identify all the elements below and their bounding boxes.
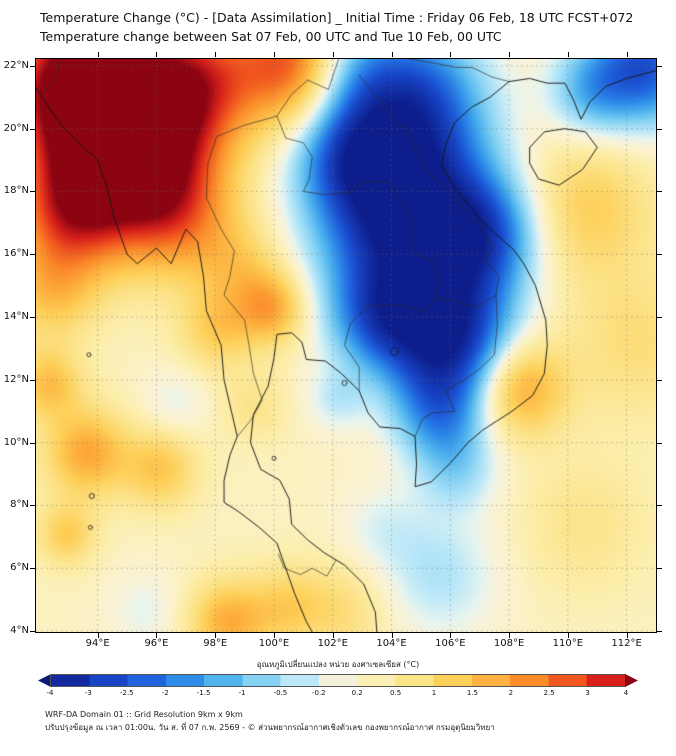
footer-domain-info: WRF-DA Domain 01 :: Grid Resolution 9km …: [45, 710, 243, 719]
tick-mark: [30, 65, 35, 67]
lon-tick-label: 104°E: [376, 638, 407, 649]
tick-mark: [657, 379, 662, 381]
tick-mark: [657, 317, 662, 319]
lat-tick-label: 14°N: [3, 311, 29, 323]
tick-mark: [156, 633, 158, 638]
title-block: Temperature Change (°C) - [Data Assimila…: [40, 8, 633, 46]
tick-mark: [657, 128, 662, 130]
tick-mark: [567, 633, 569, 638]
colorbar-right-arrow: [625, 674, 638, 687]
lat-tick-label: 12°N: [3, 373, 29, 385]
tick-mark: [30, 317, 35, 319]
lat-tick-label: 10°N: [3, 436, 29, 448]
colorbar-tick-label: -3: [84, 689, 92, 697]
lat-tick-label: 16°N: [3, 248, 29, 260]
tick-mark: [626, 52, 628, 57]
tick-mark: [30, 128, 35, 130]
tick-mark: [509, 52, 511, 57]
colorbar-tick-label: 4: [623, 689, 629, 697]
lon-tick-label: 110°E: [552, 638, 584, 649]
map-canvas: [35, 58, 657, 633]
lon-tick-label: 98°E: [203, 638, 228, 649]
tick-mark: [215, 633, 217, 638]
lon-tick-label: 108°E: [493, 638, 525, 649]
lon-tick-label: 106°E: [435, 638, 466, 649]
tick-mark: [567, 52, 569, 57]
lat-tick-label: 8°N: [10, 499, 29, 511]
colorbar-tick-label: -0.5: [273, 689, 288, 697]
colorbar-tick-label: 0.5: [390, 689, 402, 697]
lat-tick-label: 22°N: [3, 59, 29, 71]
colorbar: อุณหภูมิเปลี่ยนแปลง หน่วย องศาเซลเซียส (…: [38, 658, 638, 700]
tick-mark: [30, 191, 35, 193]
tick-mark: [657, 505, 662, 507]
tick-mark: [30, 631, 35, 633]
tick-mark: [30, 442, 35, 444]
tick-mark: [450, 633, 452, 638]
lon-tick-label: 100°E: [258, 638, 290, 649]
lon-tick-label: 94°E: [85, 638, 110, 649]
tick-mark: [391, 52, 393, 57]
tick-mark: [30, 254, 35, 256]
lon-tick-label: 96°E: [144, 638, 169, 649]
colorbar-tick-label: -2: [161, 689, 169, 697]
colorbar-label: อุณหภูมิเปลี่ยนแปลง หน่วย องศาเซลเซียส (…: [256, 660, 420, 669]
tick-mark: [30, 505, 35, 507]
footer-update-info: ปรับปรุงข้อมูล ณ เวลา 01:00น. วัน ส. ที่…: [45, 723, 495, 732]
colorbar-bar: [50, 674, 626, 687]
colorbar-tick-label: 0.2: [351, 689, 363, 697]
colorbar-tick-label: 1: [431, 689, 437, 697]
tick-mark: [657, 191, 662, 193]
colorbar-gradient: [38, 674, 638, 687]
colorbar-tick-label: -0.2: [311, 689, 326, 697]
map-subtitle: Temperature change between Sat 07 Feb, 0…: [40, 29, 502, 44]
tick-mark: [30, 379, 35, 381]
colorbar-tick-label: -1: [238, 689, 246, 697]
tick-mark: [97, 52, 99, 57]
tick-mark: [332, 633, 334, 638]
colorbar-ticks: -4 -3 -2.5 -2 -1.5 -1 -0.5 -0.2 0.2 0.5 1 1.5 2 2.5 3 4: [38, 689, 638, 700]
colorbar-tick-label: -1.5: [196, 689, 211, 697]
lat-tick-label: 6°N: [10, 562, 29, 574]
lat-tick-label: 4°N: [10, 625, 29, 637]
tick-mark: [274, 52, 275, 57]
lon-tick-label: 112°E: [611, 638, 642, 649]
colorbar-tick-label: -4: [46, 689, 54, 697]
tick-mark: [97, 633, 99, 638]
tick-mark: [156, 52, 158, 57]
tick-mark: [657, 631, 662, 633]
tick-mark: [332, 52, 334, 57]
tick-mark: [274, 633, 275, 638]
tick-mark: [657, 442, 662, 444]
colorbar-tick-label: 1.5: [466, 689, 478, 697]
tick-mark: [657, 254, 662, 256]
map-title: Temperature Change (°C) - [Data Assimila…: [40, 10, 634, 25]
lat-tick-label: 20°N: [3, 122, 29, 134]
tick-mark: [626, 633, 628, 638]
tick-mark: [215, 52, 217, 57]
colorbar-tick-label: 2.5: [543, 689, 555, 697]
tick-mark: [509, 633, 511, 638]
tick-mark: [657, 568, 662, 570]
lat-tick-label: 18°N: [3, 185, 29, 197]
colorbar-tick-label: 2: [508, 689, 514, 697]
tick-mark: [450, 52, 452, 57]
lon-tick-label: 102°E: [317, 638, 348, 649]
colorbar-tick-label: -2.5: [119, 689, 134, 697]
colorbar-tick-label: 3: [585, 689, 590, 697]
tick-mark: [30, 568, 35, 570]
tick-mark: [657, 65, 662, 67]
footer-block: WRF-DA Domain 01 :: Grid Resolution 9km …: [45, 708, 495, 734]
tick-mark: [391, 633, 393, 638]
